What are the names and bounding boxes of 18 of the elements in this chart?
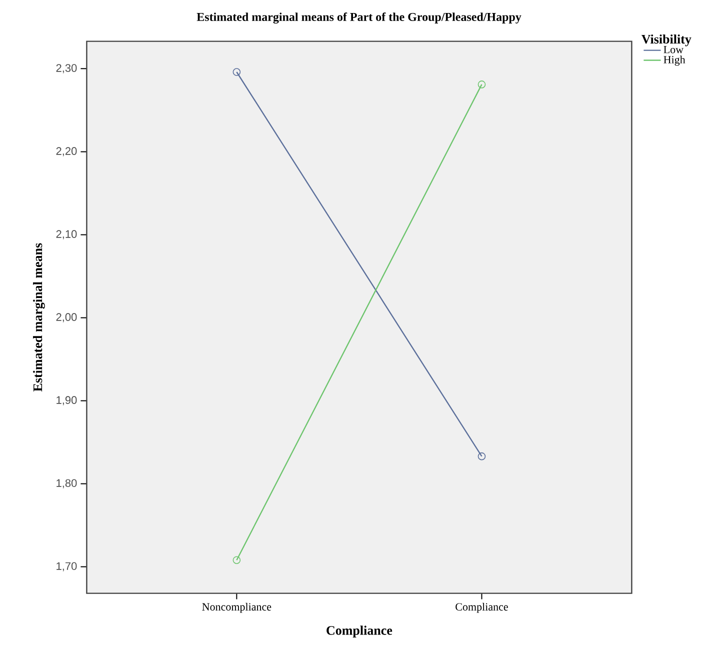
point bbox=[232, 556, 241, 564]
point bbox=[232, 68, 241, 76]
y-axis-title: Estimated marginal means bbox=[33, 243, 45, 392]
chart-title: Estimated marginal means of Part of the Group/Pleased/Happy bbox=[196, 12, 522, 24]
point bbox=[478, 80, 486, 88]
legend-label: Low bbox=[664, 46, 684, 54]
y-tick-label: 1,90 bbox=[56, 396, 77, 406]
x-axis-title: Compliance bbox=[326, 626, 392, 638]
y-tick-label: 1,70 bbox=[56, 562, 77, 572]
y-tick-label: 1,80 bbox=[56, 479, 77, 488]
x-tick-label: Noncompliance bbox=[202, 602, 272, 613]
y-tick-label: 2,30 bbox=[56, 64, 77, 74]
y-tick-label: 2,10 bbox=[56, 230, 77, 240]
y-tick-label: 2,00 bbox=[56, 313, 77, 322]
legend-label: High bbox=[664, 56, 686, 66]
point bbox=[478, 452, 486, 460]
legend-title: Visibility bbox=[641, 34, 692, 46]
y-tick-label: 2,20 bbox=[56, 147, 77, 156]
